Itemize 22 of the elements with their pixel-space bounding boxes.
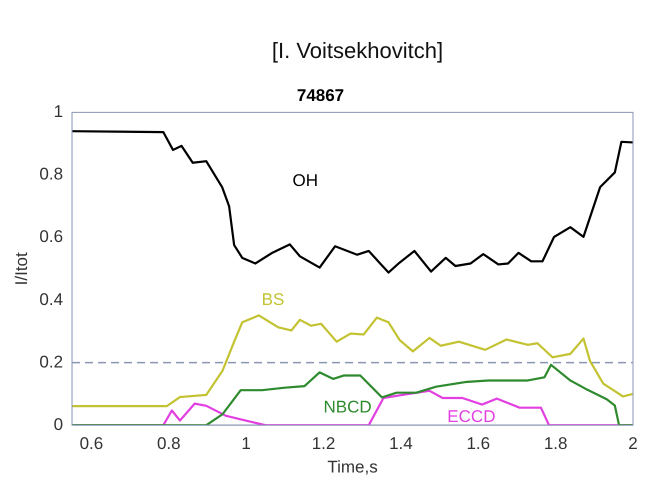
x-tick-label: 1.8 xyxy=(544,434,568,454)
y-tick-label: 0 xyxy=(54,414,64,434)
x-tick-label: 0.6 xyxy=(80,434,104,454)
x-tick-label: 1.4 xyxy=(389,434,413,454)
x-tick-label: 1.6 xyxy=(466,434,490,454)
series-label: NBCD xyxy=(324,398,372,417)
y-tick-label: 0.4 xyxy=(39,290,64,309)
text: OH xyxy=(292,170,318,190)
x-tick-label: 0.8 xyxy=(156,434,181,454)
chart-title: 74867 xyxy=(296,86,344,105)
series-label: BS xyxy=(262,290,284,309)
series-label: ECCD xyxy=(447,407,496,426)
y-tick-label: 0.8 xyxy=(39,164,64,184)
y-axis-title: I/Itot xyxy=(12,252,31,286)
y-tick-label: 0.2 xyxy=(39,352,64,372)
x-axis-title: Time,s xyxy=(327,457,378,476)
y-tick-label: 0.6 xyxy=(39,227,64,246)
chart-subtitle: [I. Voitsekhovitch] xyxy=(270,37,444,65)
y-tick-label: 1 xyxy=(54,102,64,122)
x-tick-label: 1 xyxy=(241,434,251,454)
x-tick-label: 2 xyxy=(628,434,638,454)
x-tick-label: 1.2 xyxy=(312,434,336,454)
